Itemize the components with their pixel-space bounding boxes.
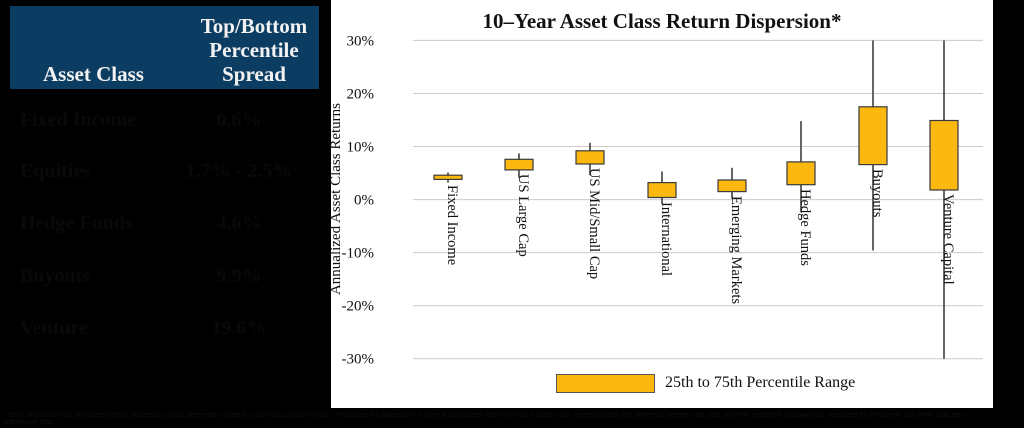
svg-text:US Mid/Small Cap: US Mid/Small Cap — [586, 168, 602, 279]
svg-text:Annualized Asset Class Returns: Annualized Asset Class Returns — [328, 103, 344, 295]
svg-text:-30%: -30% — [342, 352, 375, 368]
svg-text:Hedge Funds: Hedge Funds — [797, 189, 813, 266]
svg-text:-10%: -10% — [342, 246, 375, 262]
svg-text:10%: 10% — [347, 140, 375, 156]
svg-text:-20%: -20% — [342, 299, 375, 315]
svg-text:US Large Cap: US Large Cap — [515, 174, 531, 257]
svg-text:Buyouts: Buyouts — [869, 169, 885, 218]
svg-text:0%: 0% — [354, 193, 374, 209]
svg-text:Emerging Markets: Emerging Markets — [728, 196, 744, 304]
svg-text:Venture Capital: Venture Capital — [940, 194, 956, 285]
svg-text:Fixed Income: Fixed Income — [444, 185, 460, 265]
svg-text:30%: 30% — [347, 34, 375, 50]
svg-text:International: International — [658, 202, 674, 276]
svg-text:20%: 20% — [347, 87, 375, 103]
